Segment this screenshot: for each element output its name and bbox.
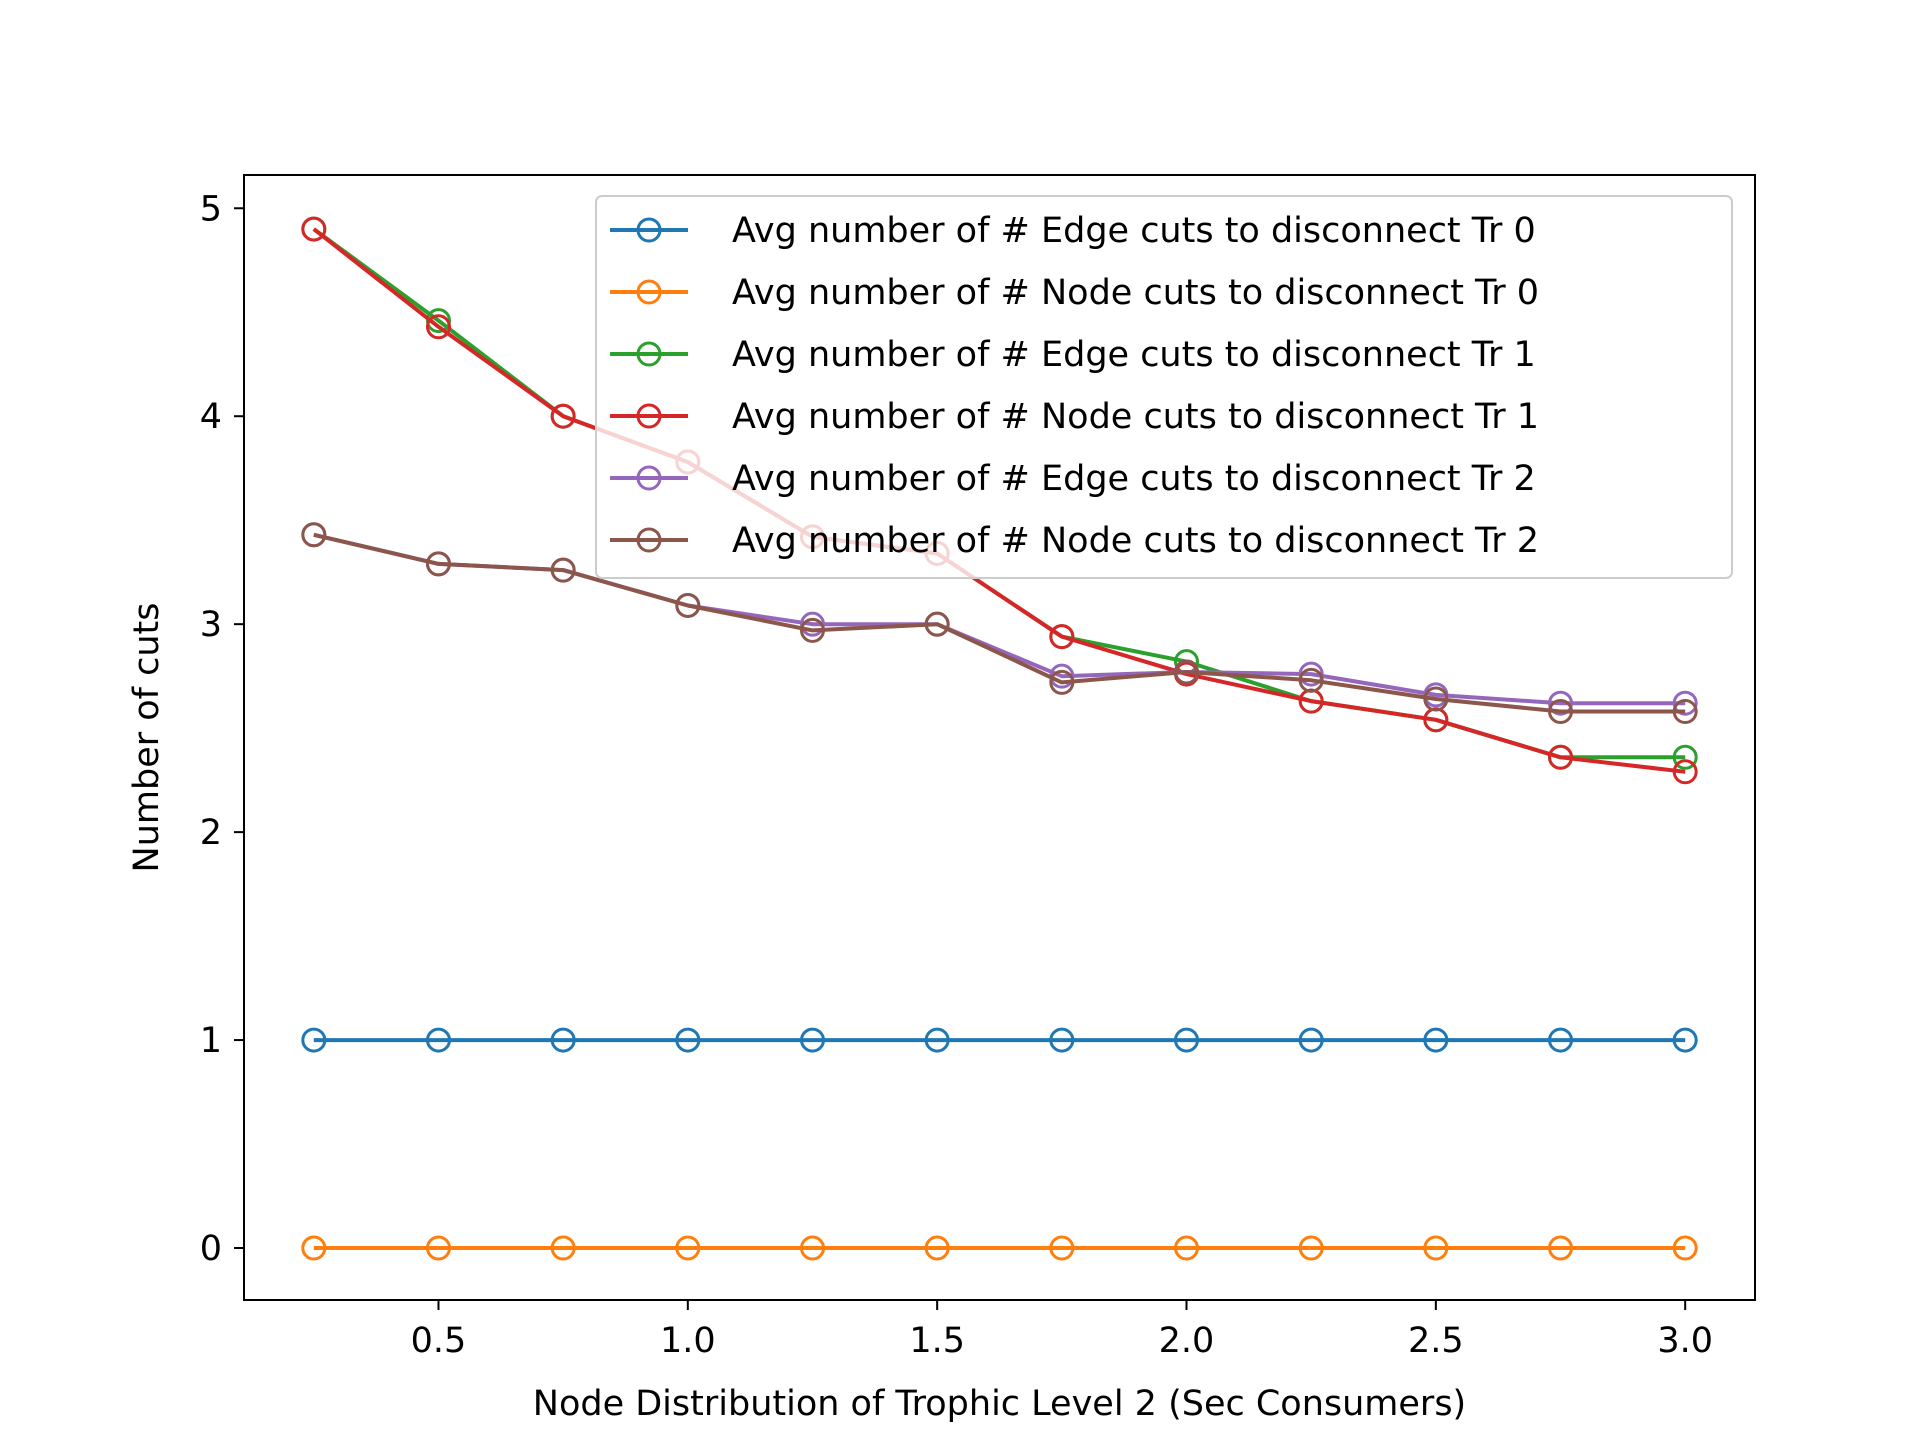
data-point — [425, 1235, 451, 1261]
legend-marker — [636, 527, 662, 553]
legend-label: Avg number of # Node cuts to disconnect … — [732, 397, 1539, 437]
data-point — [1298, 1235, 1324, 1261]
data-point — [301, 1235, 327, 1261]
data-point — [425, 1027, 451, 1053]
data-point — [1672, 1235, 1698, 1261]
data-point — [1174, 1235, 1200, 1261]
legend-entry: Avg number of # Edge cuts to disconnect … — [610, 335, 1536, 375]
legend-label: Avg number of # Edge cuts to disconnect … — [732, 335, 1536, 375]
data-point — [1174, 1027, 1200, 1053]
data-point — [550, 403, 576, 429]
data-point — [301, 216, 327, 242]
data-point — [1672, 690, 1698, 716]
data-point — [1298, 661, 1324, 687]
plot-area — [301, 216, 1698, 1261]
data-point — [301, 1027, 327, 1053]
legend-marker — [636, 465, 662, 491]
legend-entry: Avg number of # Node cuts to disconnect … — [610, 521, 1539, 561]
legend: Avg number of # Edge cuts to disconnect … — [595, 195, 1733, 579]
y-tick-label: 4 — [200, 397, 222, 437]
data-point — [425, 314, 451, 340]
data-point — [301, 522, 327, 548]
data-point — [1049, 624, 1075, 650]
data-point — [1548, 699, 1574, 725]
legend-entry: Avg number of # Edge cuts to disconnect … — [610, 459, 1536, 499]
series-line — [313, 532, 1686, 714]
legend-entry: Avg number of # Edge cuts to disconnect … — [610, 211, 1536, 251]
legend-marker — [636, 279, 662, 305]
series-line — [312, 227, 1686, 774]
series-6 — [301, 522, 1698, 725]
data-point — [1548, 690, 1574, 716]
data-point — [675, 592, 701, 618]
legend-marker — [636, 403, 662, 429]
data-point — [799, 611, 825, 637]
data-point — [924, 1235, 950, 1261]
y-tick-label: 2 — [200, 813, 222, 853]
data-point — [924, 1027, 950, 1053]
data-point — [1672, 759, 1698, 785]
data-point — [1423, 1027, 1449, 1053]
data-point — [675, 1235, 701, 1261]
data-point — [799, 617, 825, 643]
data-point — [675, 1027, 701, 1053]
data-point — [1049, 1235, 1075, 1261]
legend-marker — [636, 341, 662, 367]
axes-frame — [243, 174, 1756, 1301]
data-point — [550, 1027, 576, 1053]
data-point — [924, 611, 950, 637]
data-point — [550, 557, 576, 583]
series-1 — [301, 1027, 1698, 1053]
y-tick-label: 5 — [200, 189, 222, 229]
x-tick-label: 3.0 — [1657, 1321, 1713, 1361]
data-point — [1298, 1027, 1324, 1053]
axes: 0.5 1.0 1.5 2.0 2.5 3.0 0 1 2 3 4 5 — [200, 174, 1756, 1361]
data-point — [1672, 699, 1698, 725]
y-tick-label: 1 — [200, 1021, 222, 1061]
data-point — [1548, 744, 1574, 770]
legend-label: Avg number of # Node cuts to disconnect … — [732, 521, 1539, 561]
y-tick-label: 0 — [200, 1229, 222, 1269]
data-point — [1174, 659, 1200, 685]
legend-marker — [636, 217, 662, 243]
data-point — [1548, 1235, 1574, 1261]
y-tick-label: 3 — [200, 605, 222, 645]
legend-label: Avg number of # Edge cuts to disconnect … — [732, 211, 1536, 251]
data-point — [799, 1235, 825, 1261]
legend-label: Avg number of # Edge cuts to disconnect … — [732, 459, 1536, 499]
data-point — [1423, 1235, 1449, 1261]
data-point — [425, 551, 451, 577]
y-axis-label: Number of cuts — [127, 603, 167, 873]
data-point — [1548, 1027, 1574, 1053]
data-point — [550, 1235, 576, 1261]
x-tick-label: 2.0 — [1159, 1321, 1215, 1361]
data-point — [1298, 667, 1324, 693]
x-tick-label: 1.0 — [660, 1321, 716, 1361]
x-axis-label: Node Distribution of Trophic Level 2 (Se… — [533, 1384, 1466, 1424]
data-point — [799, 1027, 825, 1053]
legend-entry: Avg number of # Node cuts to disconnect … — [610, 273, 1539, 313]
x-tick-label: 0.5 — [411, 1321, 467, 1361]
data-point — [1672, 744, 1698, 770]
data-point — [1423, 686, 1449, 712]
legend-label: Avg number of # Node cuts to disconnect … — [732, 273, 1539, 313]
data-point — [1672, 1027, 1698, 1053]
x-tick-label: 1.5 — [909, 1321, 965, 1361]
data-point — [1049, 1027, 1075, 1053]
legend-box — [595, 195, 1733, 579]
series-2 — [301, 1235, 1698, 1261]
x-tick-label: 2.5 — [1408, 1321, 1464, 1361]
legend-entry: Avg number of # Node cuts to disconnect … — [610, 397, 1539, 437]
data-point — [1049, 669, 1075, 695]
